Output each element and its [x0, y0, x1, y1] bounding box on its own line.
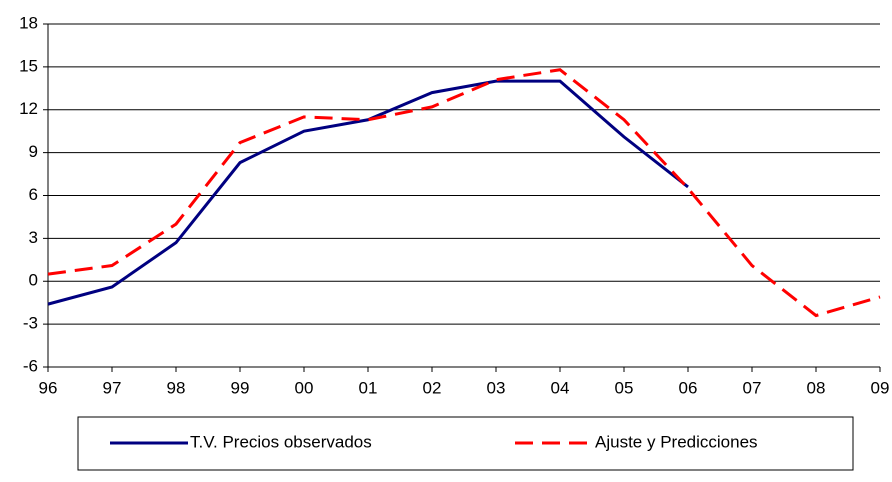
- y-tick-label: 12: [19, 99, 38, 118]
- x-tick-label: 01: [359, 378, 378, 397]
- y-tick-label: 3: [29, 228, 38, 247]
- x-tick-label: 96: [39, 378, 58, 397]
- y-tick-label: -3: [23, 314, 38, 333]
- x-tick-label: 09: [871, 378, 890, 397]
- x-tick-label: 07: [743, 378, 762, 397]
- legend-label: T.V. Precios observados: [190, 432, 372, 451]
- y-tick-label: 6: [29, 185, 38, 204]
- legend-box: [77, 416, 854, 471]
- x-tick-label: 02: [423, 378, 442, 397]
- series-line: [47, 79, 689, 306]
- y-tick-label: 18: [19, 13, 38, 32]
- x-tick-label: 04: [551, 378, 570, 397]
- series-line: [47, 68, 881, 318]
- x-tick-label: 05: [615, 378, 634, 397]
- x-tick-label: 00: [295, 378, 314, 397]
- x-tick-label: 99: [231, 378, 250, 397]
- y-tick-label: 0: [29, 271, 38, 290]
- x-tick-label: 03: [487, 378, 506, 397]
- x-tick-label: 98: [167, 378, 186, 397]
- x-tick-label: 08: [807, 378, 826, 397]
- y-tick-label: 9: [29, 142, 38, 161]
- y-tick-label: -6: [23, 356, 38, 375]
- y-tick-label: 15: [19, 56, 38, 75]
- x-tick-label: 06: [679, 378, 698, 397]
- legend-label: Ajuste y Predicciones: [595, 432, 758, 451]
- x-tick-label: 97: [103, 378, 122, 397]
